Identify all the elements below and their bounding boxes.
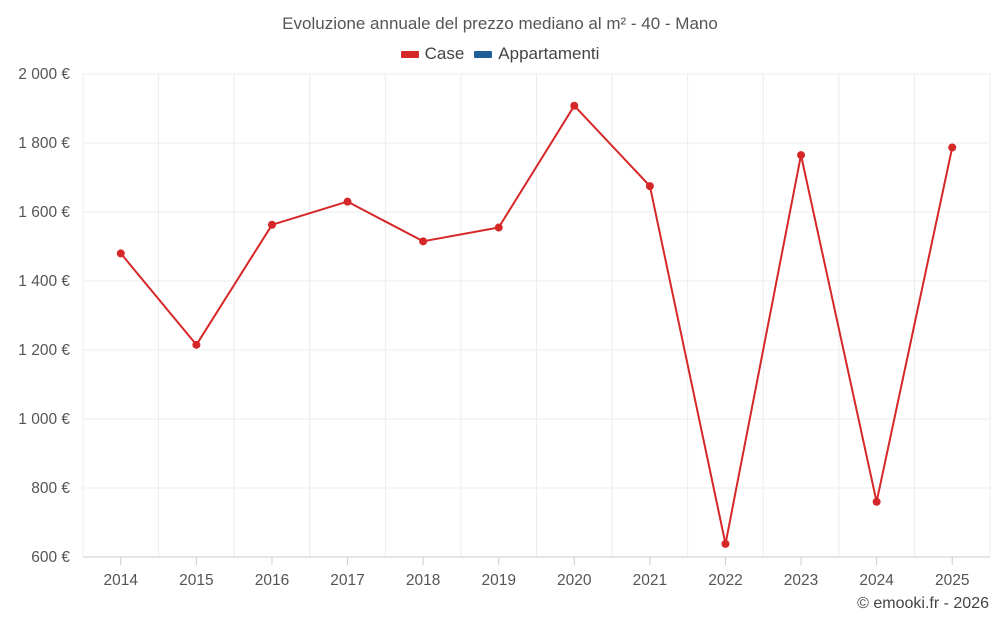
x-tick-label: 2016	[255, 572, 289, 589]
data-point	[267, 220, 276, 229]
data-point	[192, 340, 201, 349]
data-point	[116, 249, 125, 258]
y-tick-label: 1 400 €	[18, 273, 70, 290]
series-line-case	[120, 104, 954, 545]
y-tick-label: 800 €	[31, 480, 70, 497]
x-tick-label: 2025	[935, 572, 969, 589]
data-point	[343, 197, 352, 206]
data-point	[948, 143, 957, 152]
x-tick-label: 2014	[104, 572, 139, 589]
x-tick-label: 2019	[481, 572, 515, 589]
x-tick-label: 2024	[859, 572, 894, 589]
legend-label-appartamenti: Appartamenti	[498, 44, 600, 63]
y-tick-label: 600 €	[31, 549, 70, 566]
y-tick-label: 1 800 €	[18, 135, 70, 152]
y-tick-label: 1 200 €	[18, 342, 70, 359]
data-point	[645, 182, 654, 191]
x-tick-label: 2017	[330, 572, 364, 589]
data-point	[494, 223, 503, 232]
credit: © emooki.fr - 2026	[857, 595, 989, 612]
x-tick-label: 2022	[708, 572, 742, 589]
x-tick-label: 2023	[784, 572, 818, 589]
x-tick-label: 2015	[179, 572, 213, 589]
data-point	[797, 151, 806, 160]
legend-label-case: Case	[424, 44, 465, 63]
data-point	[721, 539, 730, 548]
y-tick-label: 2 000 €	[18, 66, 70, 83]
x-tick-label: 2020	[557, 572, 592, 589]
data-point	[419, 237, 428, 246]
y-tick-label: 1 000 €	[18, 411, 70, 428]
y-tick-label: 1 600 €	[18, 204, 70, 221]
legend-swatch-appartamenti	[474, 50, 493, 58]
legend-item-case[interactable]: Case	[400, 44, 465, 64]
data-point	[872, 497, 881, 506]
chart-title: Evoluzione annuale del prezzo mediano al…	[282, 14, 718, 33]
legend-item-appartamenti[interactable]: Appartamenti	[474, 44, 599, 64]
legend-swatch-case	[400, 50, 419, 58]
x-tick-label: 2018	[406, 572, 440, 589]
legend: Case Appartamenti	[0, 44, 1000, 64]
data-point	[570, 101, 579, 110]
x-tick-label: 2021	[633, 572, 667, 589]
